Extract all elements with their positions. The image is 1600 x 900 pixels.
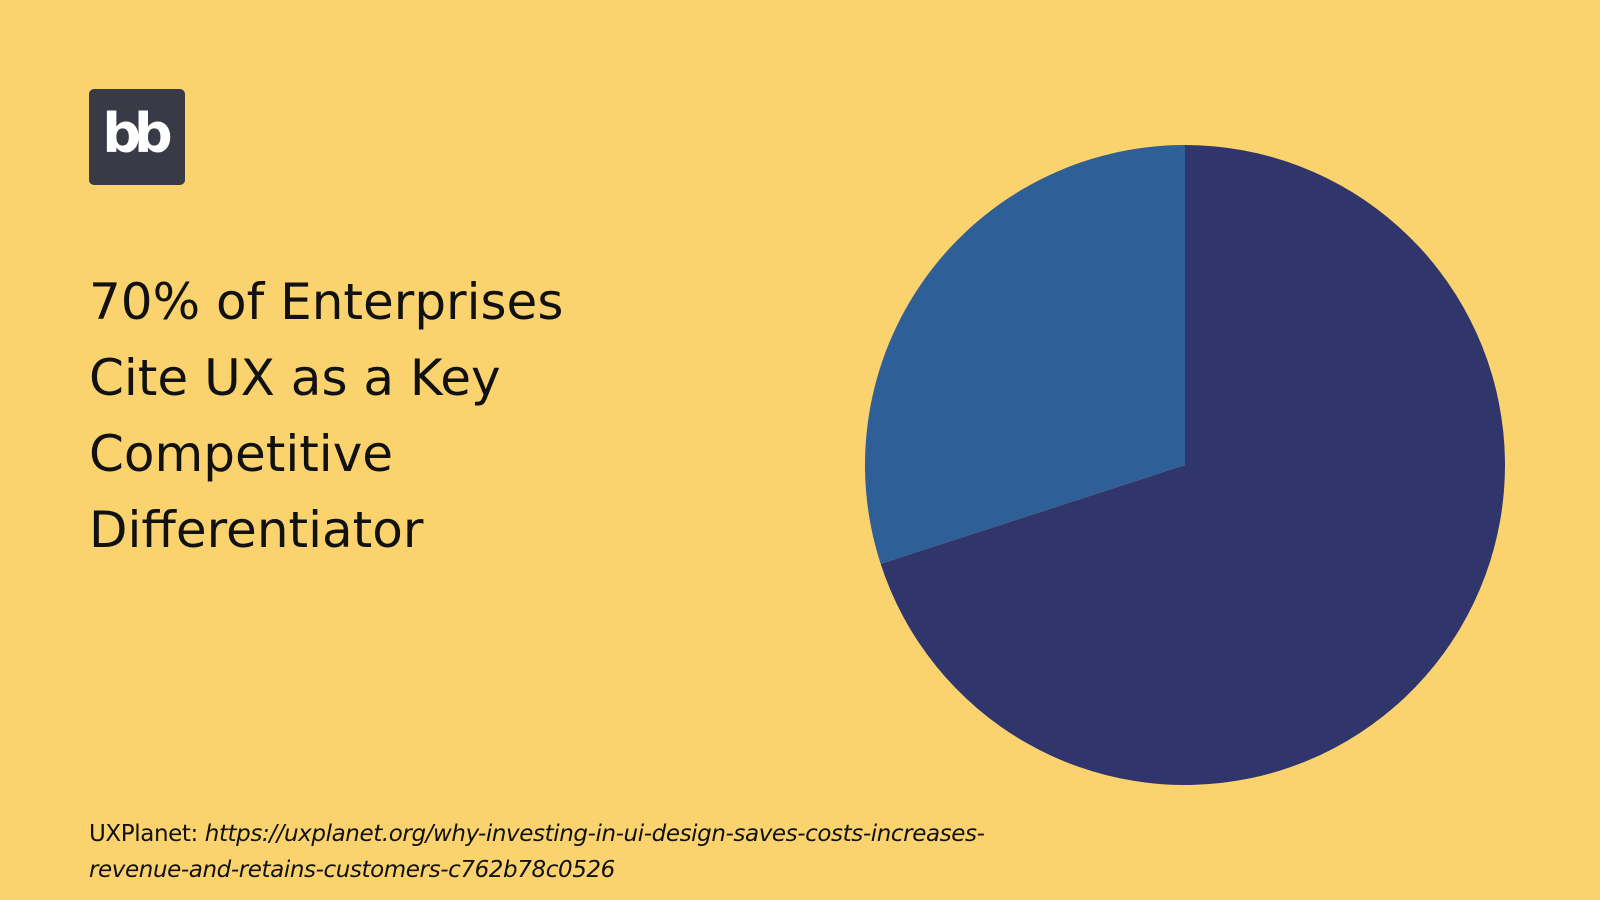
pie-chart: [865, 145, 1505, 785]
logo-text: bb: [102, 102, 172, 165]
source-label: UXPlanet:: [89, 821, 198, 847]
pie-slice-0: [880, 145, 1505, 785]
source-citation: UXPlanet: https://uxplanet.org/why-inves…: [89, 816, 1039, 888]
pie-slice-1: [865, 145, 1185, 564]
source-url: https://uxplanet.org/why-investing-in-ui…: [89, 821, 985, 883]
brand-logo: bb: [89, 89, 185, 185]
headline: 70% of Enterprises Cite UX as a Key Comp…: [89, 273, 564, 559]
